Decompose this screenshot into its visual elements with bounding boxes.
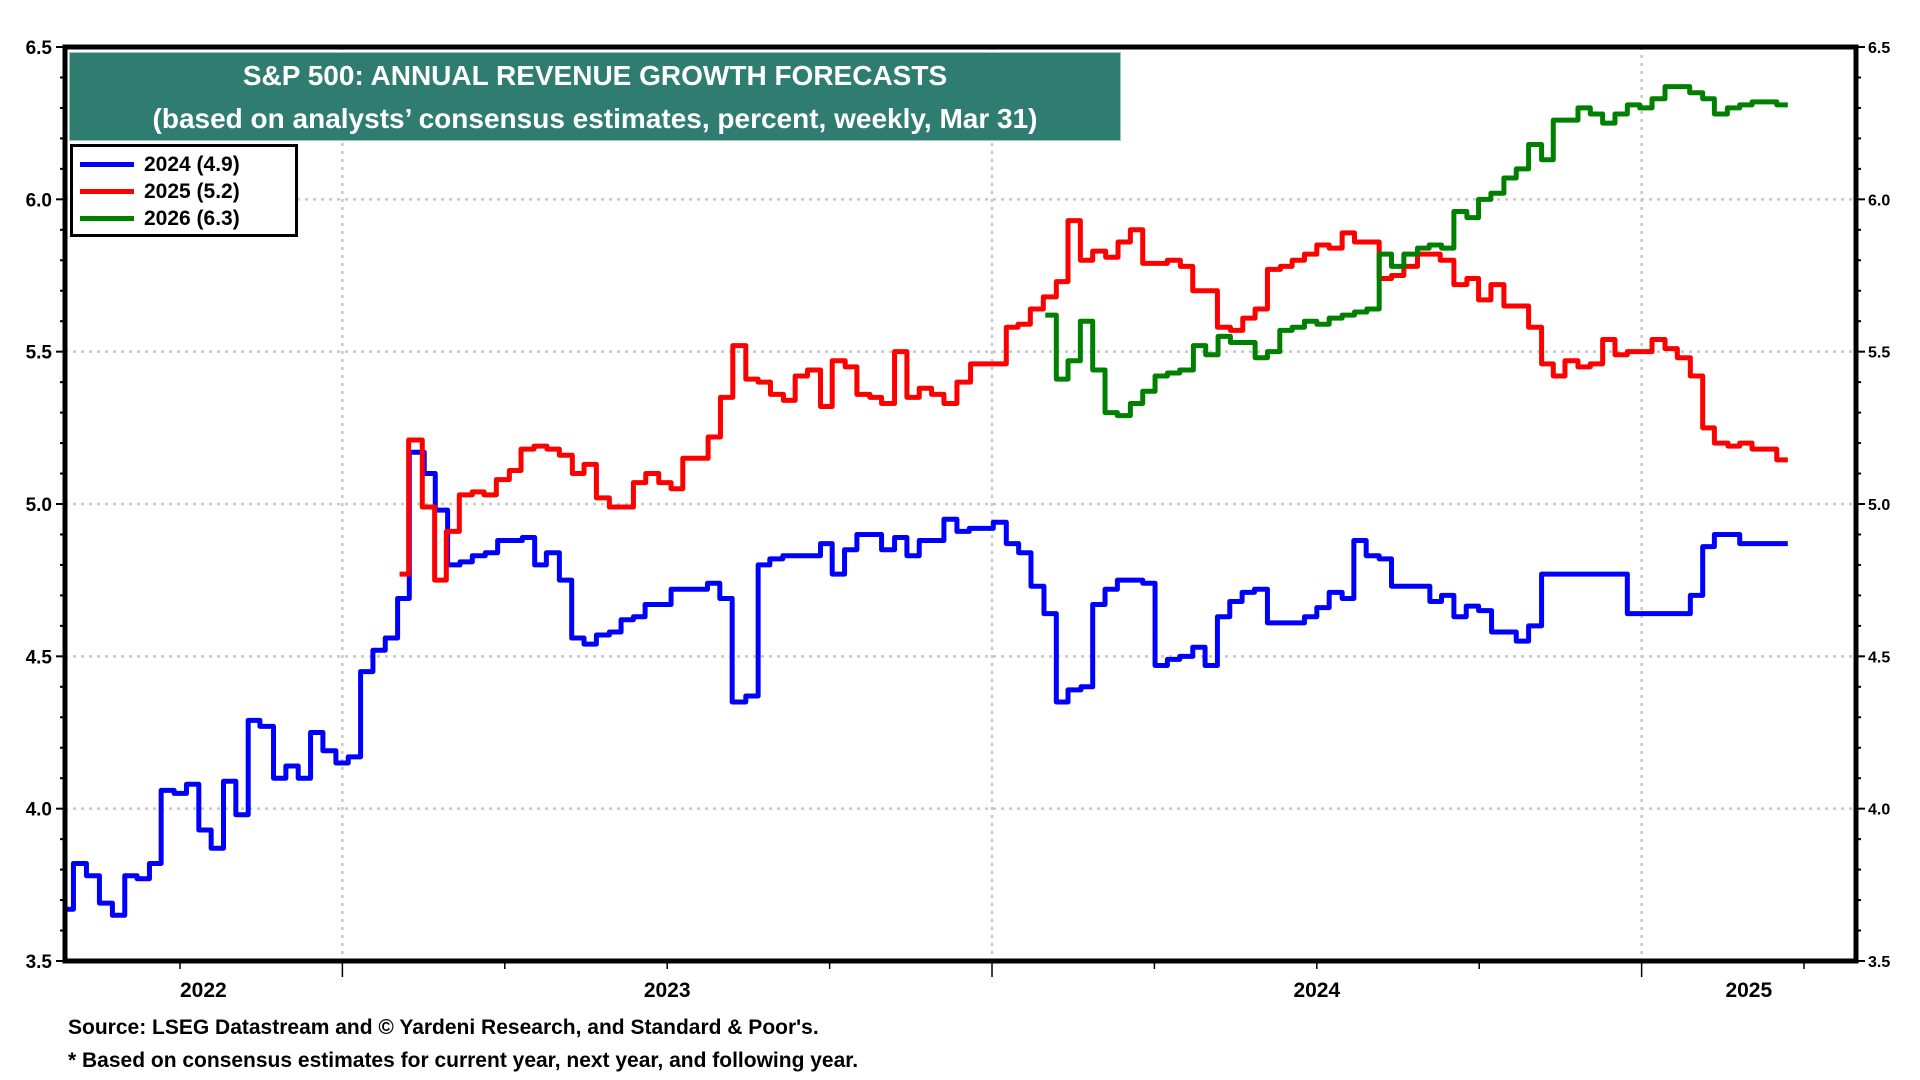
y-tick-label-right: 5.5 <box>1868 345 1890 362</box>
legend-swatch-green <box>80 216 134 221</box>
x-tick-label: 2022 <box>180 979 227 1002</box>
legend-item-2024: 2024 (4.9) <box>73 151 295 178</box>
x-tick-label: 2024 <box>1293 979 1340 1002</box>
y-tick-label-left: 5.0 <box>26 495 52 516</box>
source-note: Source: LSEG Datastream and © Yardeni Re… <box>68 1016 819 1039</box>
legend-label: 2026 (6.3) <box>144 206 240 230</box>
chart-title-box: S&P 500: ANNUAL REVENUE GROWTH FORECASTS… <box>69 52 1121 141</box>
series-line-2026 <box>1045 84 1788 419</box>
chart-subtitle: (based on analysts’ consensus estimates,… <box>152 103 1038 134</box>
legend-label: 2024 (4.9) <box>144 152 240 176</box>
legend-label: 2025 (5.2) <box>144 179 240 203</box>
series-line-2025 <box>399 218 1788 583</box>
x-tick-label: 2023 <box>644 979 691 1002</box>
axes <box>56 44 1865 977</box>
legend-item-2025: 2025 (5.2) <box>73 178 295 205</box>
legend-swatch-blue <box>80 162 134 167</box>
y-tick-label-right: 5.0 <box>1868 497 1890 514</box>
gridlines <box>65 47 1856 961</box>
y-tick-label-left: 6.0 <box>26 190 52 211</box>
y-tick-label-left: 5.5 <box>26 343 53 364</box>
y-tick-label-right: 6.5 <box>1868 40 1890 57</box>
y-tick-label-left: 3.5 <box>26 952 53 973</box>
y-tick-label-left: 6.5 <box>26 38 53 59</box>
y-tick-label-right: 6.0 <box>1868 192 1890 209</box>
y-tick-label-left: 4.5 <box>26 647 53 668</box>
x-tick-label: 2025 <box>1725 979 1772 1002</box>
series-line-2024 <box>65 449 1788 918</box>
footnote: * Based on consensus estimates for curre… <box>68 1049 859 1072</box>
tick-labels: 3.5 3.5 4.0 4.0 4.5 4.5 5.0 5.0 5.5 5.5 6.0 6.0 6.5 6… <box>26 38 1891 1002</box>
legend-swatch-red <box>80 189 134 194</box>
y-tick-label-left: 4.0 <box>26 800 52 821</box>
y-tick-label-right: 4.0 <box>1868 802 1890 819</box>
legend: 2024 (4.9) 2025 (5.2) 2026 (6.3) <box>70 144 298 237</box>
chart-title: S&P 500: ANNUAL REVENUE GROWTH FORECASTS <box>242 60 948 91</box>
series-lines <box>65 84 1788 918</box>
legend-item-2026: 2026 (6.3) <box>73 205 295 232</box>
y-tick-label-right: 3.5 <box>1868 954 1890 971</box>
y-tick-label-right: 4.5 <box>1868 649 1890 666</box>
